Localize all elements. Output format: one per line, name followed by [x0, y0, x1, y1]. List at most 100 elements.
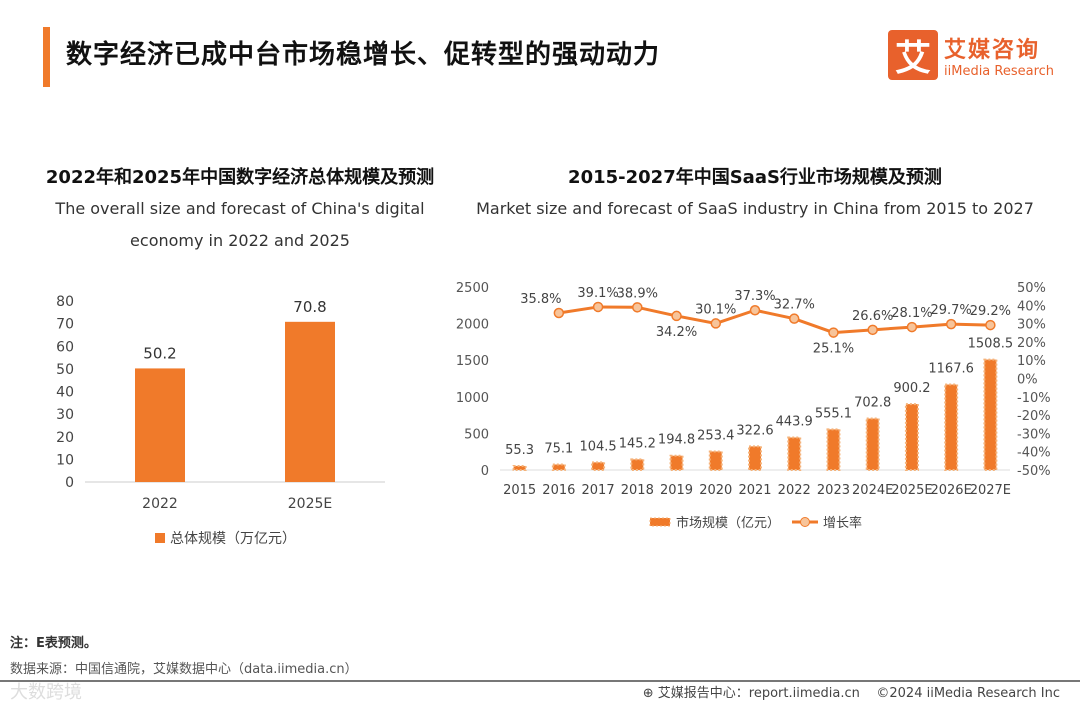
growth-point [985, 319, 996, 331]
y-tick-label: 0 [65, 475, 74, 491]
legend-label: 总体规模（万亿元） [170, 531, 296, 547]
bar [669, 454, 684, 472]
y-right-tick-label: 30% [1017, 318, 1046, 333]
growth-point [553, 307, 565, 319]
chart2-title: 2015-2027年中国SaaS行业市场规模及预测 [568, 167, 942, 188]
growth-point [945, 318, 957, 330]
bar-data-label: 1508.5 [968, 337, 1014, 352]
chart1-title: 2022年和2025年中国数字经济总体规模及预测 [45, 167, 435, 188]
bar-data-label: 1167.6 [928, 362, 974, 377]
x-tick-label: 2025E [288, 496, 332, 512]
legend-bar-swatch [649, 517, 671, 527]
bar [630, 458, 645, 471]
growth-data-label: 29.7% [930, 303, 971, 318]
bar [983, 358, 998, 471]
bar [865, 417, 880, 471]
growth-point [632, 302, 643, 313]
x-tick-label: 2023 [817, 483, 850, 498]
x-tick-label: 2016 [542, 483, 575, 498]
y-left-tick-label: 1500 [456, 354, 489, 369]
title-accent-bar [43, 27, 50, 87]
chart1-subtitle-line1: The overall size and forecast of China's… [55, 199, 425, 218]
growth-data-label: 26.6% [852, 309, 893, 324]
y-left-tick-label: 2000 [456, 318, 489, 333]
legend-swatch [155, 533, 165, 543]
bar-data-label: 75.1 [544, 442, 573, 457]
bar [135, 368, 185, 482]
growth-data-label: 29.2% [970, 304, 1011, 319]
x-tick-label: 2015 [503, 483, 536, 498]
bar [904, 403, 919, 471]
bar-data-label: 253.4 [697, 428, 734, 443]
bar-data-label: 145.2 [619, 436, 656, 451]
logo-en: iiMedia Research [944, 63, 1055, 79]
x-tick-label: 2021 [738, 483, 771, 498]
y-right-tick-label: -30% [1017, 427, 1051, 442]
x-tick-label: 2019 [660, 483, 693, 498]
bar [826, 428, 841, 472]
y-right-tick-label: -20% [1017, 409, 1051, 424]
chart2-subtitle: Market size and forecast of SaaS industr… [476, 199, 1034, 218]
growth-data-label: 32.7% [774, 298, 815, 313]
y-tick-label: 60 [56, 339, 74, 355]
note: 注：E表预测。 [10, 636, 97, 651]
growth-data-label: 39.1% [577, 286, 618, 301]
x-tick-label: 2020 [699, 483, 732, 498]
growth-point [906, 321, 918, 333]
bar [512, 464, 527, 472]
source: 数据来源：中国信通院，艾媒数据中心（data.iimedia.cn） [10, 662, 358, 677]
growth-data-label: 38.9% [617, 286, 658, 301]
y-right-tick-label: 0% [1017, 373, 1038, 388]
growth-point [671, 310, 682, 322]
growth-point [867, 324, 878, 336]
footer: ⊕ 艾媒报告中心：report.iimedia.cn ©2024 iiMedia… [643, 682, 1060, 701]
y-right-tick-label: -40% [1017, 446, 1051, 461]
growth-line [558, 305, 991, 335]
bar [708, 450, 723, 472]
growth-data-label: 30.1% [695, 302, 736, 317]
legend-line-label: 增长率 [823, 515, 862, 531]
copyright: ©2024 iiMedia Research Inc [876, 686, 1060, 701]
bar [944, 383, 959, 471]
x-tick-label: 2027E [970, 483, 1011, 498]
x-tick-label: 2025E [891, 483, 932, 498]
growth-point [788, 313, 800, 324]
bar-data-label: 322.6 [736, 423, 773, 438]
y-right-tick-label: 20% [1017, 336, 1046, 351]
chart1-subtitle-line2: economy in 2022 and 2025 [130, 231, 350, 250]
y-right-tick-label: -50% [1017, 464, 1051, 479]
bar-data-label: 900.2 [893, 381, 930, 396]
logo-mark: 艾 [888, 30, 938, 80]
growth-data-label: 37.3% [734, 289, 775, 304]
y-tick-label: 80 [56, 294, 74, 310]
bar [551, 463, 566, 472]
y-left-tick-label: 1000 [456, 391, 489, 406]
x-tick-label: 2018 [621, 483, 654, 498]
y-right-tick-label: 10% [1017, 354, 1046, 369]
y-tick-label: 50 [56, 362, 74, 378]
report-link[interactable]: 艾媒报告中心：report.iimedia.cn [657, 686, 860, 701]
growth-point [710, 318, 722, 329]
y-right-tick-label: 50% [1017, 281, 1046, 296]
chart1-subtitle: The overall size and forecast of China's… [10, 193, 470, 257]
logo: 艾 艾媒咨询 iiMedia Research [888, 30, 1054, 80]
chart2: 0 500 1000 1500 2000 2500 -50% -40% -30% -20% -10%… [456, 281, 1051, 531]
bar [787, 436, 802, 471]
growth-data-label: 25.1% [813, 342, 854, 357]
x-tick-label: 2022 [778, 483, 811, 498]
x-tick-label: 2026E [930, 483, 971, 498]
y-left-tick-label: 0 [481, 464, 489, 479]
watermark: 大数跨境 [10, 682, 82, 703]
page-title: 数字经济已成中台市场稳增长、促转型的强动动力 [66, 40, 661, 70]
growth-data-label: 28.1% [891, 306, 932, 321]
x-tick-label: 2017 [582, 483, 615, 498]
y-tick-label: 20 [56, 430, 74, 446]
logo-cn: 艾媒咨询 [944, 37, 1041, 63]
y-right-tick-label: 40% [1017, 299, 1046, 314]
bar-data-label: 443.9 [776, 415, 813, 430]
x-tick-label: 2024E [852, 483, 893, 498]
bar-data-label: 194.8 [658, 433, 695, 448]
legend-bar-label: 市场规模（亿元） [676, 515, 780, 531]
data-label: 70.8 [293, 298, 326, 316]
legend-line-marker [800, 517, 810, 527]
